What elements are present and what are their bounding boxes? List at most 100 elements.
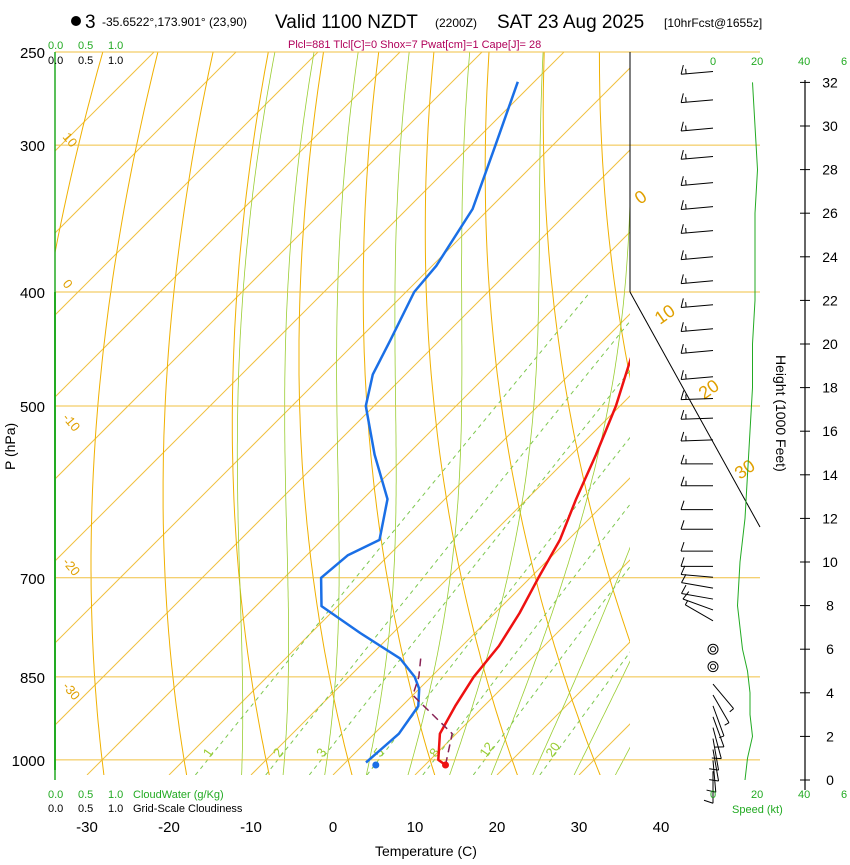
wind-barb-icon — [681, 250, 713, 259]
barb-staff — [681, 574, 713, 577]
cloudiness-title: Grid-Scale Cloudiness — [133, 803, 243, 815]
height-tick-26: 26 — [822, 205, 838, 221]
y2-axis-title: Height (1000 Feet) — [773, 355, 789, 472]
wind-barb-icon — [681, 501, 713, 510]
temp-tick-10: 10 — [407, 819, 424, 836]
speed-bottom-2: 40 — [798, 789, 810, 801]
wind-speed-line — [738, 82, 758, 780]
wind-barb-icon — [681, 566, 713, 577]
dry-adiabat-label-10: 10 — [651, 300, 679, 328]
height-tick-24: 24 — [822, 249, 838, 265]
dry-adiabat-10 — [363, 9, 438, 784]
isotherm--80 — [0, 52, 400, 775]
dry-adiabat-label-0: 0 — [631, 186, 651, 208]
barb-flag — [681, 501, 684, 510]
surface-marker-0 — [442, 761, 449, 768]
wind-barb-icon — [681, 122, 713, 131]
cloudiness-bottom-1: 0.5 — [78, 803, 93, 815]
isotherm-40 — [661, 52, 850, 775]
cloudiness-top-1: 0.5 — [78, 55, 93, 67]
location-text: -35.6522°,173.901° (23,90) — [102, 15, 247, 29]
height-tick-22: 22 — [822, 292, 838, 308]
valid-time: Valid 1100 NZDT — [275, 12, 418, 33]
valid-date: SAT 23 Aug 2025 — [497, 12, 644, 33]
speed-bottom-1: 20 — [751, 789, 763, 801]
height-tick-12: 12 — [822, 510, 838, 526]
height-tick-10: 10 — [822, 554, 838, 570]
wind-barb-icon — [681, 344, 713, 353]
barb-flag — [681, 298, 683, 307]
stability-indices: Plcl=881 Tlcl[C]=0 Shox=7 Pwat[cm]=1 Cap… — [288, 39, 541, 51]
barb-flag — [681, 65, 683, 74]
barb-flag — [681, 455, 684, 464]
temp-tick--10: -10 — [240, 819, 262, 836]
calm-wind-icon — [708, 662, 718, 672]
wind-barb-icon — [681, 65, 713, 74]
speed-top-0: 0 — [710, 56, 716, 68]
barb-flag — [681, 322, 683, 331]
temp-tick--30: -30 — [76, 819, 98, 836]
isotherm--30 — [87, 52, 810, 775]
station-marker: 3 — [85, 12, 96, 33]
barb-flag — [681, 200, 683, 209]
temp-tick-30: 30 — [571, 819, 588, 836]
temp-tick-0: 0 — [329, 819, 337, 836]
mixing-ratio-label-1: 1 — [200, 745, 216, 760]
cloudiness-top-0: 0.0 — [48, 55, 63, 67]
height-tick-8: 8 — [826, 598, 834, 614]
isotherm-label: 10 — [60, 129, 81, 150]
barb-half — [725, 723, 729, 726]
speed-bottom-3: 6 — [841, 789, 847, 801]
wind-barb-icon — [685, 601, 713, 621]
wind-barb-icon — [681, 557, 713, 566]
height-tick-0: 0 — [826, 772, 834, 788]
dry-adiabat--10 — [232, 9, 276, 784]
barb-staff — [685, 605, 713, 621]
mixing-ratio-1 — [195, 292, 590, 775]
barb-staff — [713, 684, 734, 709]
barb-flag — [681, 93, 683, 102]
wind-barb-icon — [681, 93, 713, 102]
isotherm--10 — [251, 52, 850, 775]
dry-adiabat--40 — [16, 9, 115, 784]
mixing-ratio-3 — [309, 292, 693, 775]
pressure-tick-1000: 1000 — [12, 753, 45, 770]
isotherm--60 — [0, 52, 564, 775]
isotherm-50 — [743, 52, 850, 775]
isotherm-20 — [497, 52, 850, 775]
wind-barb-icon — [681, 322, 713, 331]
barb-half — [685, 601, 688, 605]
cloudwater-bottom-2: 1.0 — [108, 789, 123, 801]
barb-flag — [681, 566, 685, 575]
moist-adiabat-15 — [446, 52, 543, 785]
temp-tick--20: -20 — [158, 819, 180, 836]
cloudiness-top-2: 1.0 — [108, 55, 123, 67]
mixing-ratio-20 — [540, 292, 850, 775]
dry-adiabat--30 — [91, 9, 169, 784]
barb-flag — [681, 224, 683, 233]
height-tick-20: 20 — [822, 336, 838, 352]
wind-barb-icon — [681, 410, 713, 419]
wind-barb-icon — [681, 150, 713, 159]
height-tick-28: 28 — [822, 162, 838, 178]
pressure-tick-250: 250 — [20, 45, 45, 62]
barb-flag — [681, 370, 683, 379]
tropopause-line — [630, 292, 760, 527]
cloudiness-bottom-2: 1.0 — [108, 803, 123, 815]
barb-flag — [681, 176, 683, 185]
calm-wind-inner — [711, 647, 716, 652]
wind-barb-icon — [681, 224, 713, 233]
temp-tick-40: 40 — [653, 819, 670, 836]
y-axis-title: P (hPa) — [2, 423, 18, 470]
isotherm-label: 0 — [60, 276, 76, 291]
cloudwater-top-1: 0.5 — [78, 40, 93, 52]
surface-marker-1 — [372, 761, 379, 768]
barb-flag — [681, 520, 684, 529]
speed-top-1: 20 — [751, 56, 763, 68]
moist-adiabat-5 — [364, 52, 409, 785]
mixing-ratio-label-12: 12 — [476, 739, 497, 759]
utc-time: (2200Z) — [435, 16, 477, 30]
isotherm-0 — [333, 52, 850, 775]
barb-flag — [681, 150, 683, 159]
